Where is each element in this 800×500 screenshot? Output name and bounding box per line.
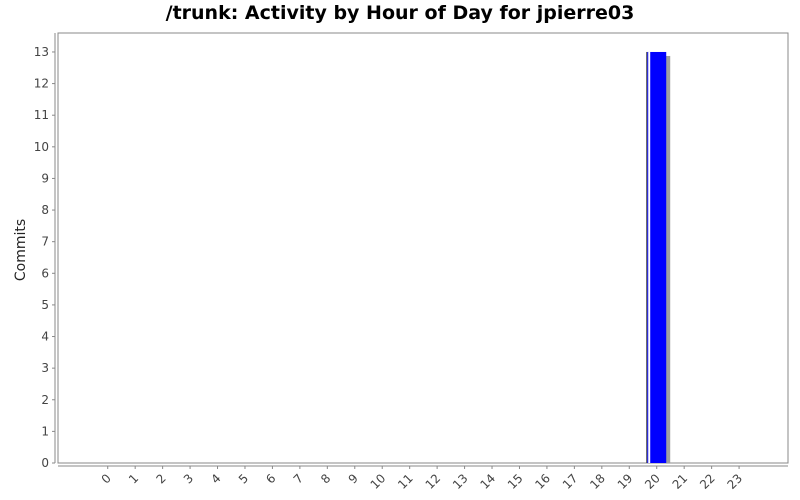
plot-area [54,32,789,467]
plot-frame [57,32,789,464]
y-tick-label: 5 [41,298,49,312]
x-tick-label: 5 [236,471,251,486]
x-tick-label: 3 [181,471,196,486]
x-tick-label: 6 [263,471,278,486]
y-tick-label: 8 [41,203,49,217]
x-tick-label: 9 [346,471,361,486]
y-tick-label: 4 [41,330,49,344]
y-tick-label: 1 [41,424,49,438]
x-tick-label: 7 [291,471,306,486]
bar-edge [646,51,648,464]
bars [646,51,671,464]
x-tick-label: 11 [395,471,416,492]
x-tick-label: 19 [615,471,636,492]
x-tick-label: 10 [368,471,389,492]
x-tick-label: 15 [505,471,526,492]
y-tick-label: 7 [41,235,49,249]
chart-title: /trunk: Activity by Hour of Day for jpie… [165,2,635,24]
y-tick-label: 13 [34,45,49,59]
y-axis-label: Commits [13,219,29,281]
y-tick-label: 10 [34,140,49,154]
x-tick-label: 18 [587,471,608,492]
x-tick-label: 16 [532,471,553,492]
x-tick-label: 23 [724,471,745,492]
x-tick-label: 0 [99,471,114,486]
x-tick-label: 14 [477,471,498,492]
y-tick-label: 3 [41,361,49,375]
x-tick-label: 8 [318,471,333,486]
x-tick-label: 12 [423,471,444,492]
y-tick-label: 11 [34,108,49,122]
x-tick-label: 22 [697,471,718,492]
x-tick-label: 17 [560,471,581,492]
x-tick-label: 1 [126,471,141,486]
y-tick-label: 9 [41,171,49,185]
bar-hour-20 [647,51,667,464]
y-tick-label: 6 [41,266,49,280]
x-tick-label: 13 [450,471,471,492]
x-tick-label: 2 [153,471,168,486]
y-tick-label: 0 [41,456,49,470]
x-tick-label: 21 [670,471,691,492]
x-axis-ticks: 0 1 2 3 4 5 6 7 8 9 10 11 12 13 14 15 16 17 18 19 20 21 22 23 [99,466,745,492]
bar-highlight [648,51,651,464]
x-tick-label: 20 [642,471,663,492]
x-tick-label: 4 [208,471,223,486]
y-tick-label: 2 [41,393,49,407]
y-tick-label: 12 [34,77,49,91]
